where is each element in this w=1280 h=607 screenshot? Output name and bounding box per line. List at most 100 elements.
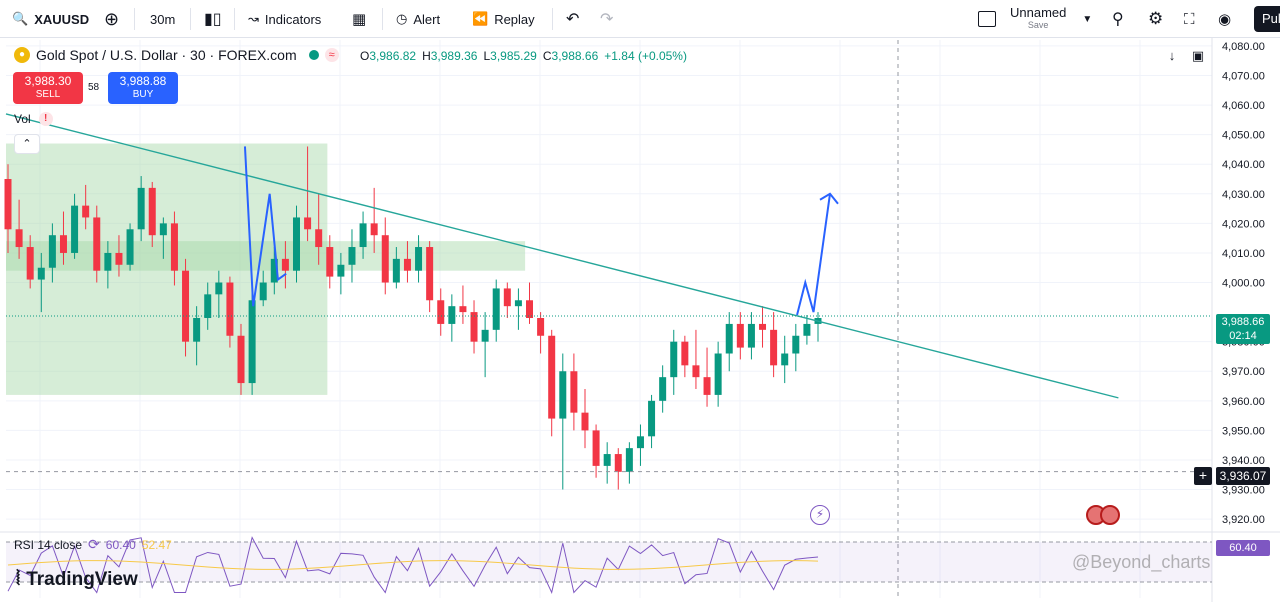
layouts-grid-icon[interactable]: ▦ [352,11,367,28]
candle-body [104,252,112,271]
market-open-icon [308,50,319,60]
candle-body [492,288,500,330]
candle-body [636,436,644,449]
sell-button[interactable]: 3,988.30 SELL [13,72,83,104]
symbol-legend: ● Gold Spot / U.S. Dollar · 30 · FOREX.c… [14,47,339,63]
candle-body [204,294,212,319]
redo-icon[interactable]: ↷ [600,11,614,28]
candle-body [526,300,534,319]
bar-countdown: 02:14 [1229,330,1257,342]
candle-body [348,247,356,265]
scroll-down-icon[interactable]: ↓ [1168,48,1176,63]
lightning-event-icon[interactable]: ⚡ [810,505,830,525]
rsi-value-tag: 60.40 [1216,540,1270,556]
candle-body [26,247,34,280]
symbol-search-button[interactable]: 🔍 XAUUSD [12,0,89,38]
tradingview-logo-icon: ⦚ [16,568,21,590]
buy-label: BUY [132,89,154,100]
price-tick-label: 4,040.00 [1222,159,1265,171]
trend-line [5,113,1119,399]
alert-button[interactable]: ◷ Alert [396,0,440,38]
us-flag-event-icon[interactable] [1100,505,1120,525]
rsi-pane [0,531,1280,595]
candle-body [159,223,167,236]
chevron-down-icon: ▼ [1082,13,1093,25]
candle-body [803,323,811,336]
divider [552,8,553,30]
rsi-ma-line [7,560,819,570]
candle-body [415,247,423,271]
candle-body [337,264,345,277]
divider [382,8,383,30]
crosshair-price-tag: 3,936.07 [1216,467,1270,485]
spread-value: 58 [88,82,100,93]
top-toolbar: 🔍 XAUUSD ⊕ 30m ▮▯ ↝ Indicators ▦ ◷ Alert… [0,0,1280,38]
open-value: 3,986.82 [369,49,417,63]
price-axis[interactable]: 4,080.00 4,070.00 4,060.00 4,050.00 4,040.00… [1211,38,1265,602]
candle-body [15,229,23,248]
candle-body [403,258,411,271]
price-tick-label: 4,070.00 [1222,70,1265,82]
alert-label: Alert [413,11,441,27]
highlight-zones [6,143,526,395]
rsi-value: 60.40 [105,537,136,552]
fullscreen-icon[interactable]: ⛶ [1184,10,1195,28]
candle-body [603,454,611,466]
indicators-button[interactable]: ↝ Indicators [248,0,321,38]
price-tick-label: 4,060.00 [1222,100,1265,112]
candle-body [581,412,589,431]
indicators-label: Indicators [264,11,322,27]
layout-save-label: Save [1027,20,1049,30]
candle-body [215,282,223,295]
camera-icon[interactable]: ◉ [1218,11,1232,28]
buy-button[interactable]: 3,988.88 BUY [108,72,178,104]
high-value: 3,989.36 [430,49,478,63]
auto-scale-icon[interactable]: ▣ [1191,48,1205,63]
candle-body [182,270,190,342]
candle-body [115,252,123,265]
sell-price: 3,988.30 [24,74,72,88]
candle-body [514,300,522,307]
candle-body [470,312,478,342]
quick-search-icon[interactable]: ⚲ [1112,11,1124,28]
candle-body [270,258,278,283]
warning-icon[interactable]: ! [38,112,53,126]
rsi-label: RSI 14 close [14,537,83,552]
candle-body [537,318,545,336]
price-tick-label: 4,000.00 [1222,278,1265,290]
refresh-icon[interactable]: ⟳ [88,536,100,552]
candle-body [759,323,767,330]
data-status-icon[interactable]: ≈ [324,48,339,62]
candle-body [714,353,722,395]
price-tick-label: 3,930.00 [1222,485,1265,497]
layout-menu-button[interactable]: Unnamed Save ▼ [978,0,1092,38]
candle-type-icon[interactable]: ▮▯ [204,11,222,28]
undo-icon[interactable]: ↶ [566,11,580,28]
candle-body [82,205,90,218]
price-tick-label: 3,960.00 [1222,396,1265,408]
candle-body [237,335,245,384]
last-price-tag: 3,988.66 02:14 [1216,314,1270,344]
interval-button[interactable]: 30m [150,11,176,27]
candle-body [59,235,67,253]
replay-button[interactable]: ⏪ Replay [472,0,535,38]
candle-body [648,400,656,437]
candle-body [448,306,456,324]
add-alert-plus-icon[interactable]: + [1194,467,1212,485]
settings-gear-icon[interactable]: ⚙ [1148,9,1164,28]
price-chart[interactable]: 4,080.00 4,070.00 4,060.00 4,050.00 4,040.00… [0,38,1280,602]
tradingview-logo[interactable]: ⦚ TradingView [16,568,138,591]
publish-button[interactable]: Pul [1254,6,1280,32]
price-tick-label: 4,020.00 [1222,218,1265,230]
candle-body [37,267,45,280]
search-icon: 🔍 [12,11,29,26]
compare-add-icon[interactable]: ⊕ [104,8,120,29]
collapse-legend-button[interactable]: ⌃ [14,134,40,154]
candle-body [126,229,134,265]
layout-name: Unnamed [1010,5,1067,20]
watermark-text: @Beyond_charts [1072,552,1211,572]
divider [234,8,235,30]
symbol-label: XAUUSD [34,11,90,27]
chart-area[interactable]: 4,080.00 4,070.00 4,060.00 4,050.00 4,040.00… [0,38,1280,602]
rsi-legend: RSI 14 close ⟳ 60.40 52.47 [14,536,172,553]
